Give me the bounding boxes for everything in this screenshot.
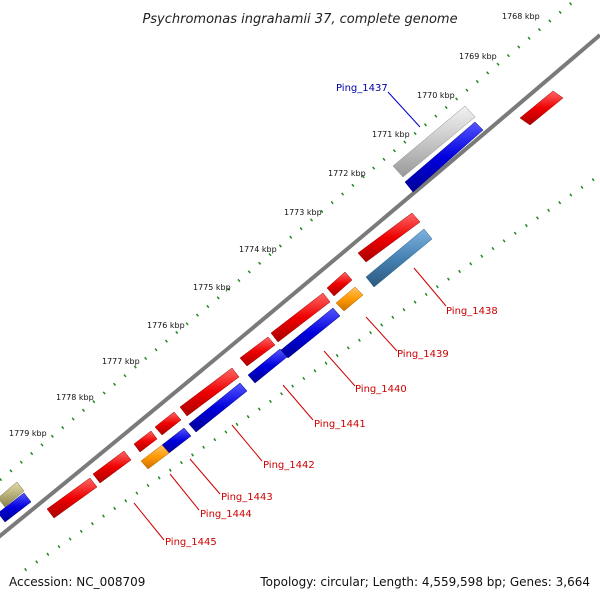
- inner-ruler: [24, 173, 600, 572]
- gene-features: [0, 90, 564, 523]
- gene-label[interactable]: Ping_1441: [314, 419, 366, 430]
- genome-backbone: [0, 33, 600, 539]
- gene-arrow[interactable]: [239, 336, 276, 367]
- gene-arrow[interactable]: [404, 121, 484, 193]
- tick-label: 1770 kbp: [417, 91, 455, 100]
- leader-line: [189, 458, 221, 495]
- leader-line: [387, 91, 421, 128]
- tick-label: 1772 kbp: [328, 169, 366, 178]
- leader-line: [282, 384, 314, 421]
- map-title: Psychromonas ingrahamii 37, complete gen…: [142, 12, 457, 27]
- gene-arrow[interactable]: [140, 444, 170, 470]
- gene-arrow[interactable]: [365, 228, 433, 288]
- tick-label: 1773 kbp: [284, 208, 322, 217]
- leader-line: [323, 350, 356, 387]
- gene-labels: Ping_1437 Ping_1438 Ping_1439 Ping_1440 …: [165, 83, 498, 548]
- tick-label: 1771 kbp: [372, 130, 410, 139]
- gene-arrow[interactable]: [357, 212, 421, 263]
- gene-arrow[interactable]: [46, 477, 98, 519]
- gene-label[interactable]: Ping_1444: [200, 509, 252, 520]
- gene-label[interactable]: Ping_1440: [355, 384, 407, 395]
- gene-arrow[interactable]: [335, 286, 364, 312]
- gene-arrow[interactable]: [519, 90, 564, 126]
- tick-label: 1778 kbp: [56, 393, 94, 402]
- leader-line: [133, 502, 165, 541]
- gene-arrow[interactable]: [0, 492, 32, 523]
- outer-ruler: [0, 0, 576, 482]
- gene-label[interactable]: Ping_1445: [165, 537, 217, 548]
- tick-labels: 1768 kbp 1769 kbp 1770 kbp 1771 kbp 1772…: [9, 12, 540, 438]
- gene-label[interactable]: Ping_1439: [397, 349, 449, 360]
- gene-arrow[interactable]: [247, 348, 288, 384]
- accession-text: Accession: NC_008709: [9, 575, 145, 589]
- genome-summary: Topology: circular; Length: 4,559,598 bp…: [259, 575, 590, 589]
- leader-line: [231, 424, 263, 462]
- gene-arrow[interactable]: [392, 105, 476, 178]
- tick-label: 1774 kbp: [239, 245, 277, 254]
- gene-label[interactable]: Ping_1443: [221, 492, 273, 503]
- tick-label: 1768 kbp: [502, 12, 540, 21]
- leader-line: [169, 473, 200, 511]
- gene-arrow[interactable]: [133, 430, 158, 453]
- leader-line: [413, 267, 447, 307]
- tick-label: 1775 kbp: [193, 283, 231, 292]
- gene-label[interactable]: Ping_1437: [336, 83, 388, 94]
- gene-arrow[interactable]: [92, 450, 132, 484]
- gene-arrow[interactable]: [179, 367, 240, 417]
- tick-label: 1777 kbp: [102, 357, 140, 366]
- tick-label: 1776 kbp: [147, 321, 185, 330]
- gene-label[interactable]: Ping_1442: [263, 460, 315, 471]
- gene-arrow[interactable]: [188, 382, 248, 433]
- tick-label: 1779 kbp: [9, 429, 47, 438]
- leader-lines: [133, 91, 447, 541]
- gene-arrow[interactable]: [270, 292, 331, 343]
- gene-label[interactable]: Ping_1438: [446, 306, 498, 317]
- gene-arrow[interactable]: [154, 411, 182, 436]
- gene-arrow[interactable]: [326, 271, 353, 297]
- gene-arrow[interactable]: [0, 481, 25, 508]
- tick-label: 1769 kbp: [459, 52, 497, 61]
- leader-line: [365, 316, 398, 352]
